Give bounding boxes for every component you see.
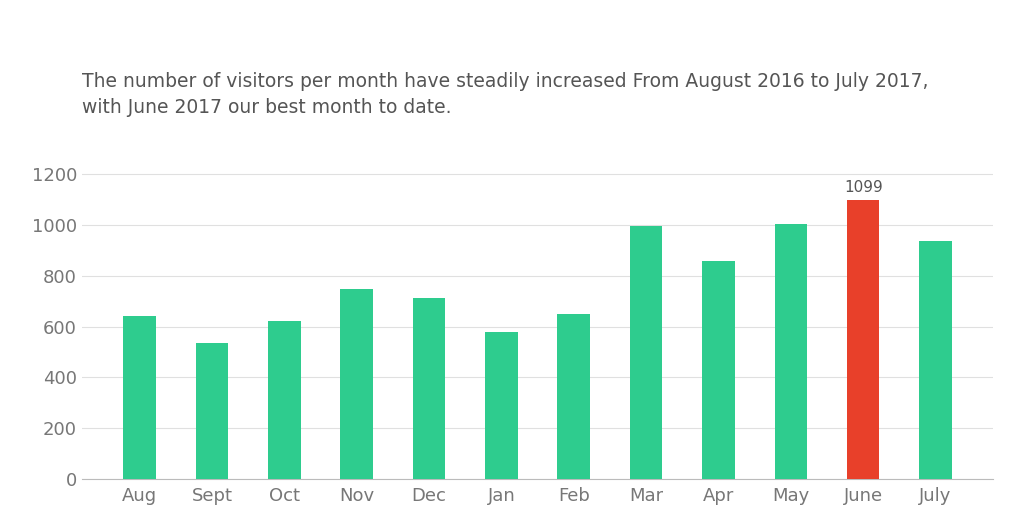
Bar xyxy=(847,200,880,479)
Bar xyxy=(702,261,735,479)
Bar xyxy=(340,289,373,479)
Bar xyxy=(123,317,156,479)
Bar xyxy=(413,298,445,479)
Bar xyxy=(196,343,228,479)
Bar xyxy=(557,314,590,479)
Bar xyxy=(774,225,807,479)
Bar xyxy=(630,226,663,479)
Bar xyxy=(920,242,952,479)
Text: 1099: 1099 xyxy=(844,180,883,195)
Bar xyxy=(268,321,301,479)
Text: The number of visitors per month have steadily increased From August 2016 to Jul: The number of visitors per month have st… xyxy=(82,71,929,117)
Bar xyxy=(485,332,518,479)
